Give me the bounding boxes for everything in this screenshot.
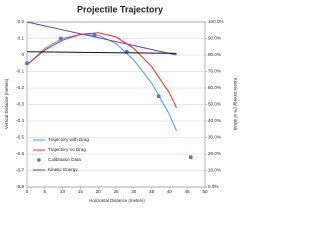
series-line <box>26 32 177 109</box>
x-tick-label: 10 <box>60 189 66 194</box>
y2-tick-label: 30.0% <box>208 135 221 140</box>
y2-tick-label: 20.0% <box>208 151 221 156</box>
y2-tick-label: 80.0% <box>208 52 221 57</box>
y-tick-label: -0.2 <box>16 85 24 90</box>
y2-tick-label: 0.0% <box>208 184 218 189</box>
y-tick-label: -0.1 <box>16 69 24 74</box>
x-axis-title: Horizontal Distance (meters) <box>89 198 145 203</box>
x-tick-label: 45 <box>185 189 191 194</box>
legend-label: Calibration Data <box>48 157 81 162</box>
y2-tick-label: 100.0% <box>208 19 224 24</box>
y2-tick-label: 10.0% <box>208 168 221 173</box>
x-tick-label: 20 <box>96 189 102 194</box>
x-tick-label: 15 <box>78 189 84 194</box>
x-tick-label: 40 <box>167 189 173 194</box>
x-tick-label: 30 <box>131 189 137 194</box>
y-tick-label: -0.5 <box>16 135 24 140</box>
data-point <box>156 94 161 99</box>
legend-marker <box>37 158 41 162</box>
series-line <box>26 21 177 56</box>
y2-tick-label: 90.0% <box>208 36 221 41</box>
chart-title: Projectile Trajectory <box>77 4 163 14</box>
y-tick-label: -0.4 <box>16 118 24 123</box>
x-tick-label: 0 <box>26 189 29 194</box>
data-point <box>188 155 193 160</box>
data-point <box>58 36 63 41</box>
x-tick-label: 35 <box>149 189 155 194</box>
y-tick-label: 0.1 <box>18 36 25 41</box>
y-tick-label: 0 <box>21 52 24 57</box>
legend-label: Trajectory no Drag <box>48 147 86 152</box>
legend-label: Trajectory with Drag <box>48 137 89 142</box>
x-tick-label: 50 <box>202 189 208 194</box>
x-tick-label: 25 <box>113 189 119 194</box>
chart: Projectile Trajectory Horizontal Distanc… <box>4 4 238 204</box>
y-tick-label: -0.6 <box>16 151 24 156</box>
legend-label: Kinetic Energy <box>48 167 78 172</box>
data-point <box>25 61 29 66</box>
y2-tick-label: 50.0% <box>208 102 221 107</box>
y-tick-label: 0.2 <box>18 19 25 24</box>
y2-tick-label: 70.0% <box>208 69 221 74</box>
y2-tick-label: 60.0% <box>208 85 221 90</box>
y-tick-label: -0.8 <box>16 184 24 189</box>
y2-tick-label: 40.0% <box>208 118 221 123</box>
x-tick-label: 5 <box>44 189 47 194</box>
y2-axis-title: Kinetic Energy (% of initial) <box>233 78 238 131</box>
plot-frame <box>26 21 206 188</box>
y-tick-label: -0.7 <box>16 168 24 173</box>
y-tick-label: -0.3 <box>16 102 24 107</box>
y-axis-title: Vertical Distance (meters) <box>4 78 9 129</box>
series-line <box>26 51 177 54</box>
